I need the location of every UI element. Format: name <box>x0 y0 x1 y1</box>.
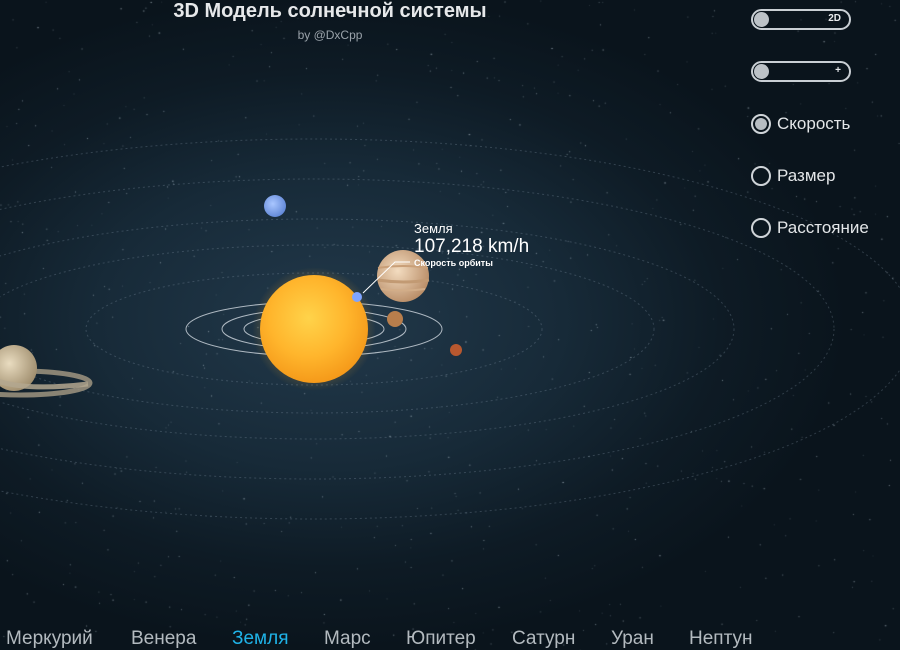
orbit-saturn <box>0 218 735 440</box>
radio-selected-icon <box>751 114 771 134</box>
planet-navigation: Меркурий Венера Земля Марс Юпитер Сатурн… <box>0 628 900 650</box>
sun[interactable] <box>260 275 368 383</box>
orbit-uranus <box>0 178 835 480</box>
planet-earth[interactable] <box>352 292 362 302</box>
tooltip-caption: Скорость орбиты <box>414 258 493 268</box>
toggle-knob <box>754 64 769 79</box>
planet-info-tooltip: Земля 107,218 km/h Скорость орбиты <box>414 221 529 268</box>
nav-item-earth[interactable]: Земля <box>232 628 289 649</box>
tooltip-pointer <box>362 261 410 294</box>
option-distance-label: Расстояние <box>777 218 869 237</box>
tooltip-planet-name: Земля <box>414 221 453 236</box>
nav-item-mars[interactable]: Марс <box>324 628 371 649</box>
tooltip-speed-value: 107,218 km/h <box>414 236 530 257</box>
option-size[interactable]: Размер <box>751 163 835 189</box>
option-speed-label: Скорость <box>777 114 851 133</box>
orbit-jupiter <box>0 244 655 414</box>
orbit-neptune <box>0 138 900 520</box>
nav-item-saturn[interactable]: Сатурн <box>512 628 576 649</box>
planet-saturn[interactable] <box>0 345 93 398</box>
author-credit: by @DxCpp <box>297 28 363 42</box>
radio-empty-icon <box>751 218 771 238</box>
option-speed[interactable]: Скорость <box>751 111 850 137</box>
radio-empty-icon <box>751 166 771 186</box>
nav-item-venus[interactable]: Венера <box>131 628 197 649</box>
zoom-toggle[interactable]: + <box>751 61 851 82</box>
option-size-label: Размер <box>777 166 836 185</box>
planet-venus[interactable] <box>387 311 403 327</box>
toggle-knob <box>754 12 769 27</box>
zoom-label: + <box>835 65 841 76</box>
nav-item-uranus[interactable]: Уран <box>611 628 654 649</box>
nav-item-mercury[interactable]: Меркурий <box>6 628 93 649</box>
planet-mars[interactable] <box>450 344 462 356</box>
nav-item-jupiter[interactable]: Юпитер <box>406 628 476 649</box>
option-distance[interactable]: Расстояние <box>751 215 869 241</box>
view-mode-toggle[interactable]: 2D <box>751 9 851 30</box>
nav-item-neptune[interactable]: Нептун <box>689 628 753 649</box>
planet-neptune[interactable] <box>264 195 286 217</box>
view-mode-label: 2D <box>828 13 841 24</box>
page-title: 3D Модель солнечной системы <box>173 0 487 22</box>
planet-jupiter[interactable] <box>377 250 430 302</box>
